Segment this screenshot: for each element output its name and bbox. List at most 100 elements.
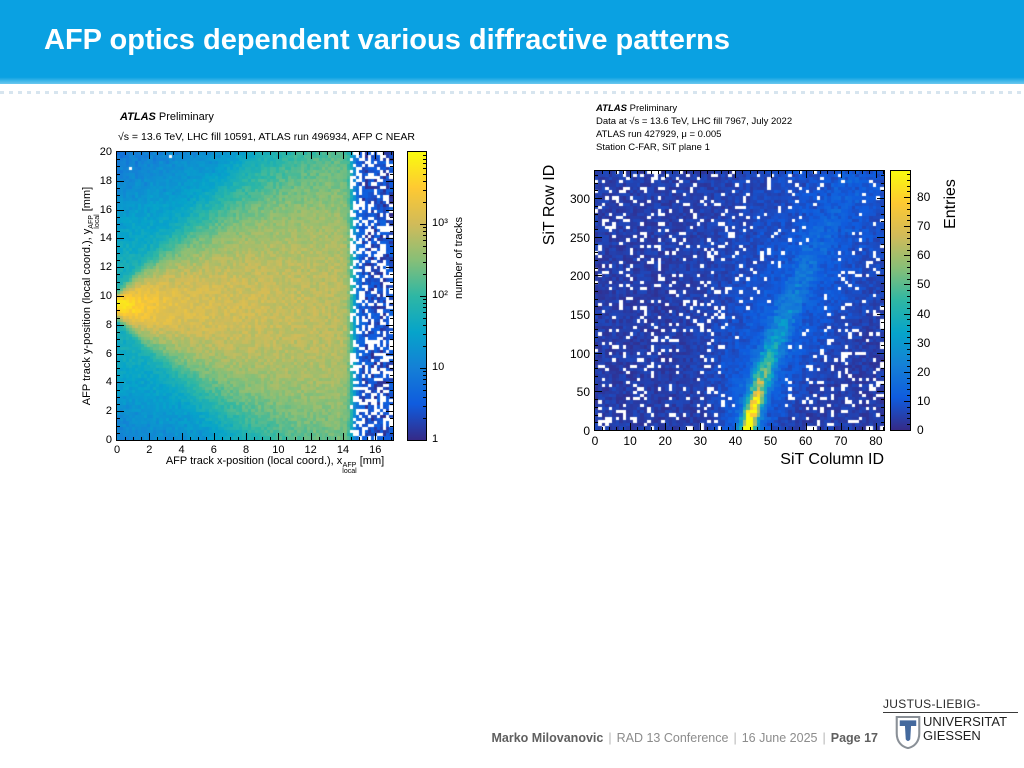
y-tick xyxy=(881,268,884,269)
x-tick xyxy=(623,427,624,430)
x-tick xyxy=(343,433,344,440)
x-tick xyxy=(757,171,758,174)
x-tick xyxy=(728,427,729,430)
colorbar-minor-tick xyxy=(423,397,426,398)
y-tick xyxy=(390,166,393,167)
colorbar-minor-tick xyxy=(907,407,910,408)
x-tick xyxy=(190,152,191,155)
y-tick xyxy=(117,310,120,311)
colorbar-minor-tick xyxy=(907,349,910,350)
left-x-axis-title: AFP track x-position (local coord.), x AF… xyxy=(165,455,385,475)
colorbar-minor-tick xyxy=(423,406,426,407)
colorbar-minor-tick xyxy=(907,319,910,320)
x-tick xyxy=(359,152,360,155)
x-tick xyxy=(707,171,708,174)
y-tick-label: 10 xyxy=(99,290,112,302)
colorbar-minor-tick xyxy=(423,307,426,308)
y-tick xyxy=(117,382,124,383)
x-tick xyxy=(869,427,870,430)
colorbar-minor-tick xyxy=(907,267,910,268)
y-tick xyxy=(595,190,598,191)
x-tick-label: 4 xyxy=(178,444,185,456)
colorbar-minor-tick xyxy=(907,366,910,367)
y-tick xyxy=(117,375,120,376)
y-tick xyxy=(881,345,884,346)
logo-university-name: UNIVERSITAT GIESSEN xyxy=(923,714,1008,743)
y-tick xyxy=(595,268,598,269)
y-tick xyxy=(386,325,393,326)
x-tick xyxy=(644,427,645,430)
footer-page-number: Page 17 xyxy=(830,731,878,745)
x-tick xyxy=(238,152,239,155)
x-tick-label: 12 xyxy=(304,444,317,456)
y-tick xyxy=(117,361,120,362)
x-tick-label: 2 xyxy=(146,444,153,456)
x-tick xyxy=(742,171,743,174)
x-tick xyxy=(764,171,765,174)
colorbar-minor-tick xyxy=(907,296,910,297)
colorbar-minor-tick xyxy=(907,273,910,274)
colorbar-minor-tick xyxy=(423,274,426,275)
colorbar-minor-tick xyxy=(907,424,910,425)
y-tick xyxy=(390,274,393,275)
y-tick xyxy=(881,337,884,338)
x-tick xyxy=(637,427,638,430)
colorbar-minor-tick xyxy=(423,390,426,391)
x-tick xyxy=(862,171,863,174)
colorbar-minor-tick xyxy=(423,312,426,313)
x-tick xyxy=(602,427,603,430)
y-tick xyxy=(595,175,598,176)
y-tick-label: 16 xyxy=(99,203,112,216)
right-plot-conditions-2: ATLAS run 427929, μ = 0.005 xyxy=(596,129,722,140)
colorbar-tick-label: 10 xyxy=(917,394,931,408)
y-tick xyxy=(595,299,598,300)
x-tick xyxy=(286,152,287,155)
x-tick xyxy=(198,152,199,155)
y-tick xyxy=(390,282,393,283)
y-tick xyxy=(390,368,393,369)
colorbar-minor-tick xyxy=(907,220,910,221)
y-tick xyxy=(390,310,393,311)
colorbar-minor-tick xyxy=(907,354,910,355)
x-tick-label: 50 xyxy=(763,434,778,448)
y-tick xyxy=(117,354,124,355)
x-tick xyxy=(841,423,842,430)
x-tick-label: 10 xyxy=(272,444,285,456)
colorbar-minor-tick xyxy=(907,244,910,245)
y-tick xyxy=(595,183,598,184)
x-tick xyxy=(827,427,828,430)
y-tick xyxy=(390,260,393,261)
colorbar-tick-label: 60 xyxy=(917,248,931,262)
x-tick xyxy=(778,171,779,174)
y-tick xyxy=(595,252,598,253)
y-tick xyxy=(386,181,393,182)
colorbar-minor-tick xyxy=(907,261,910,262)
x-tick xyxy=(157,437,158,440)
colorbar-minor-tick xyxy=(423,235,426,236)
colorbar-minor-tick xyxy=(423,159,426,160)
x-tick xyxy=(742,427,743,430)
x-tick-label: 70 xyxy=(834,434,848,448)
y-tick xyxy=(386,238,393,239)
y-tick xyxy=(595,329,598,330)
y-tick xyxy=(595,360,598,361)
x-tick xyxy=(375,152,376,159)
y-tick xyxy=(877,237,884,238)
y-tick xyxy=(117,390,120,391)
footer-separator: | xyxy=(608,731,612,745)
y-tick-label: 0 xyxy=(105,434,112,446)
colorbar-minor-tick xyxy=(907,360,910,361)
colorbar-minor-tick xyxy=(423,174,426,175)
y-tick xyxy=(595,376,598,377)
y-tick xyxy=(881,415,884,416)
x-tick-label: 14 xyxy=(336,444,350,456)
colorbar-major-tick xyxy=(420,296,426,297)
y-tick xyxy=(117,231,120,232)
y-tick xyxy=(117,260,120,261)
x-tick xyxy=(157,152,158,155)
x-tick xyxy=(799,171,800,174)
y-tick-label: 18 xyxy=(99,174,112,187)
y-tick xyxy=(390,346,393,347)
x-tick xyxy=(311,152,312,159)
x-tick xyxy=(757,427,758,430)
